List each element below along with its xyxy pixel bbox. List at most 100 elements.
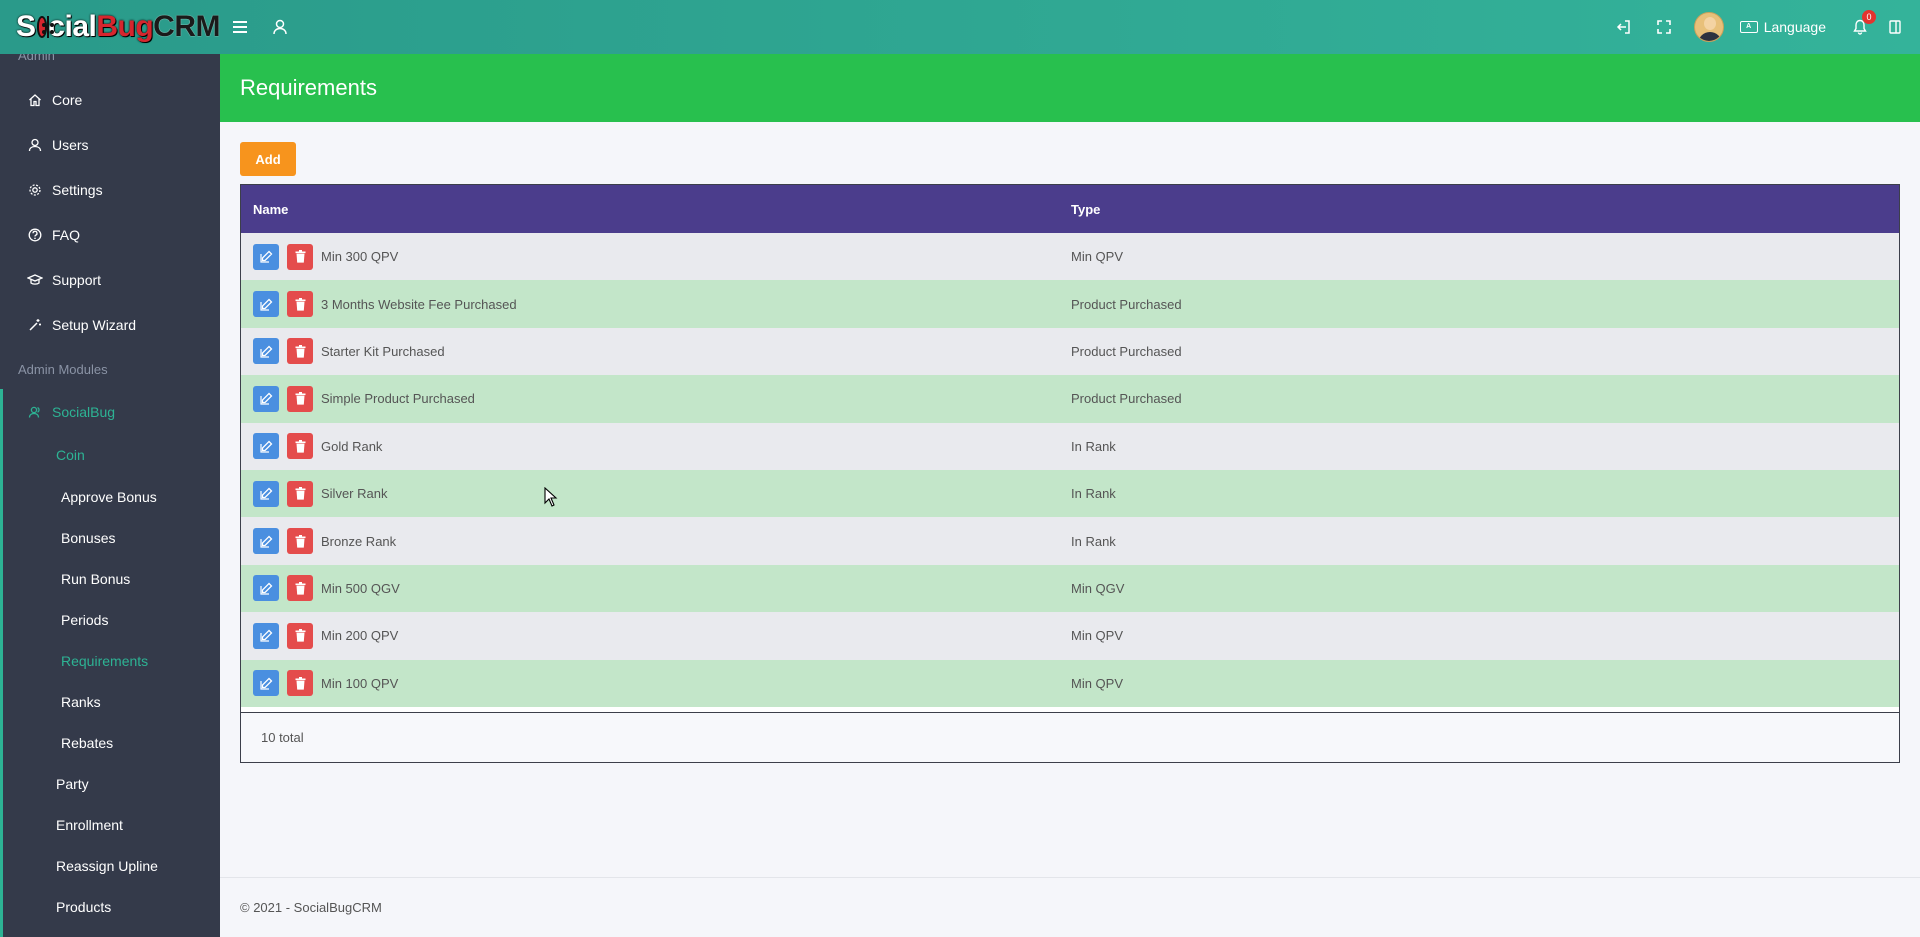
delete-button[interactable]	[287, 291, 313, 318]
cell-name: Min 100 QPV	[321, 675, 399, 691]
row-actions	[241, 528, 321, 555]
delete-button[interactable]	[287, 622, 313, 649]
delete-button[interactable]	[287, 575, 313, 602]
active-module-indicator	[0, 389, 3, 937]
user-icon	[26, 138, 44, 152]
edit-button[interactable]	[253, 338, 279, 365]
fullscreen-button[interactable]	[1644, 0, 1684, 54]
cell-type: Product Purchased	[1071, 343, 1182, 359]
notifications-button[interactable]: 0	[1840, 0, 1880, 54]
sidebar-item-rebates[interactable]: Rebates	[0, 725, 220, 761]
table-row: Gold Rank In Rank	[241, 422, 1899, 470]
table-header: Name Type	[241, 185, 1899, 233]
sidebar-item-bonuses[interactable]: Bonuses	[0, 520, 220, 556]
edit-button[interactable]	[253, 433, 279, 460]
edit-button[interactable]	[253, 528, 279, 555]
menu-toggle-button[interactable]	[220, 0, 260, 54]
trash-icon	[295, 676, 305, 690]
logo-text-suffix: CRM	[153, 10, 220, 43]
question-icon	[26, 228, 44, 242]
column-header-name[interactable]: Name	[253, 201, 289, 217]
cell-type: In Rank	[1071, 486, 1116, 502]
delete-button[interactable]	[287, 433, 313, 460]
graduation-cap-icon	[26, 273, 44, 287]
sidebar-item-reassign-upline[interactable]: Reassign Upline	[0, 848, 220, 884]
trash-icon	[295, 297, 305, 311]
cell-type: Min QPV	[1071, 628, 1124, 644]
edit-icon	[259, 392, 272, 405]
user-outline-icon	[273, 19, 287, 35]
user-avatar[interactable]	[1693, 12, 1724, 42]
table-row: Simple Product Purchased Product Purchase…	[241, 375, 1899, 423]
ladybug-icon	[36, 16, 49, 38]
row-actions	[241, 385, 321, 412]
sidebar-item-socialbug[interactable]: SocialBug	[0, 392, 220, 432]
table-row: Min 500 QGV Min QGV	[241, 564, 1899, 613]
notification-badge: 0	[1862, 10, 1876, 24]
delete-button[interactable]	[287, 670, 313, 697]
edit-button[interactable]	[253, 291, 279, 318]
sidebar-item-run-bonus[interactable]: Run Bonus	[0, 561, 220, 597]
row-actions	[241, 243, 321, 270]
add-button[interactable]: Add	[240, 142, 296, 176]
trash-icon	[295, 629, 305, 642]
brand-logo[interactable]: S cial Bug CRM	[0, 0, 220, 54]
sidebar-item-coin[interactable]: Coin	[0, 437, 220, 473]
sidebar-item-requirements[interactable]: Requirements	[0, 643, 220, 679]
delete-button[interactable]	[287, 243, 313, 270]
trash-icon	[295, 250, 305, 263]
sidebar-item-label: SocialBug	[52, 404, 116, 420]
cell-name: Min 300 QPV	[321, 249, 399, 265]
language-icon: A	[1739, 21, 1758, 33]
cell-name: Min 500 QGV	[321, 580, 400, 596]
delete-button[interactable]	[287, 528, 313, 555]
edit-button[interactable]	[253, 480, 279, 507]
sidebar-item-support[interactable]: Support	[0, 260, 220, 300]
profile-button[interactable]	[260, 0, 300, 54]
sidebar-item-label: Users	[52, 137, 89, 153]
edit-button[interactable]	[253, 670, 279, 697]
sidebar-item-setup-wizard[interactable]: Setup Wizard	[0, 305, 220, 345]
cell-type: Product Purchased	[1071, 391, 1182, 407]
delete-button[interactable]	[287, 385, 313, 412]
sidebar-section-modules: Admin Modules	[18, 362, 108, 377]
edit-button[interactable]	[253, 622, 279, 649]
delete-button[interactable]	[287, 480, 313, 507]
language-selector[interactable]: A Language	[1734, 19, 1840, 35]
sidebar-item-ranks[interactable]: Ranks	[0, 684, 220, 720]
trash-icon	[295, 581, 305, 595]
sidebar-item-approve-bonus[interactable]: Approve Bonus	[0, 479, 220, 515]
cell-name: Starter Kit Purchased	[321, 343, 445, 359]
edit-button[interactable]	[253, 243, 279, 270]
row-actions	[241, 433, 321, 460]
table-row: 3 Months Website Fee Purchased Product Pu…	[241, 280, 1899, 328]
delete-button[interactable]	[287, 338, 313, 365]
expand-icon	[1656, 20, 1671, 34]
logout-button[interactable]	[1604, 0, 1644, 54]
sidebar-item-periods[interactable]: Periods	[0, 602, 220, 638]
edit-icon	[259, 535, 272, 548]
sidebar-item-label: Products	[56, 899, 112, 915]
edit-button[interactable]	[253, 575, 279, 602]
sidebar-item-party[interactable]: Party	[0, 766, 220, 802]
sidebar-right-icon	[1889, 20, 1901, 34]
right-panel-toggle-button[interactable]	[1880, 0, 1910, 54]
logo-text-mid: cial	[48, 10, 97, 43]
sidebar-item-enrollment[interactable]: Enrollment	[0, 807, 220, 843]
sidebar-item-products[interactable]: Products	[0, 889, 220, 925]
row-actions	[241, 670, 321, 697]
edit-button[interactable]	[253, 385, 279, 412]
sidebar-item-label: Rebates	[61, 735, 114, 751]
sidebar-item-users[interactable]: Users	[0, 125, 220, 165]
column-header-type[interactable]: Type	[1071, 201, 1101, 217]
row-actions	[241, 338, 321, 365]
sidebar-item-settings[interactable]: Settings	[0, 170, 220, 210]
edit-icon	[259, 487, 272, 500]
trash-icon	[295, 487, 305, 500]
cell-type: Min QPV	[1071, 249, 1124, 265]
cell-type: Min QGV	[1071, 580, 1125, 596]
sidebar-item-core[interactable]: Core	[0, 80, 220, 120]
table-row: Min 200 QPV Min QPV	[241, 612, 1899, 660]
table-row: Bronze Rank In Rank	[241, 517, 1899, 565]
sidebar-item-faq[interactable]: FAQ	[0, 215, 220, 255]
